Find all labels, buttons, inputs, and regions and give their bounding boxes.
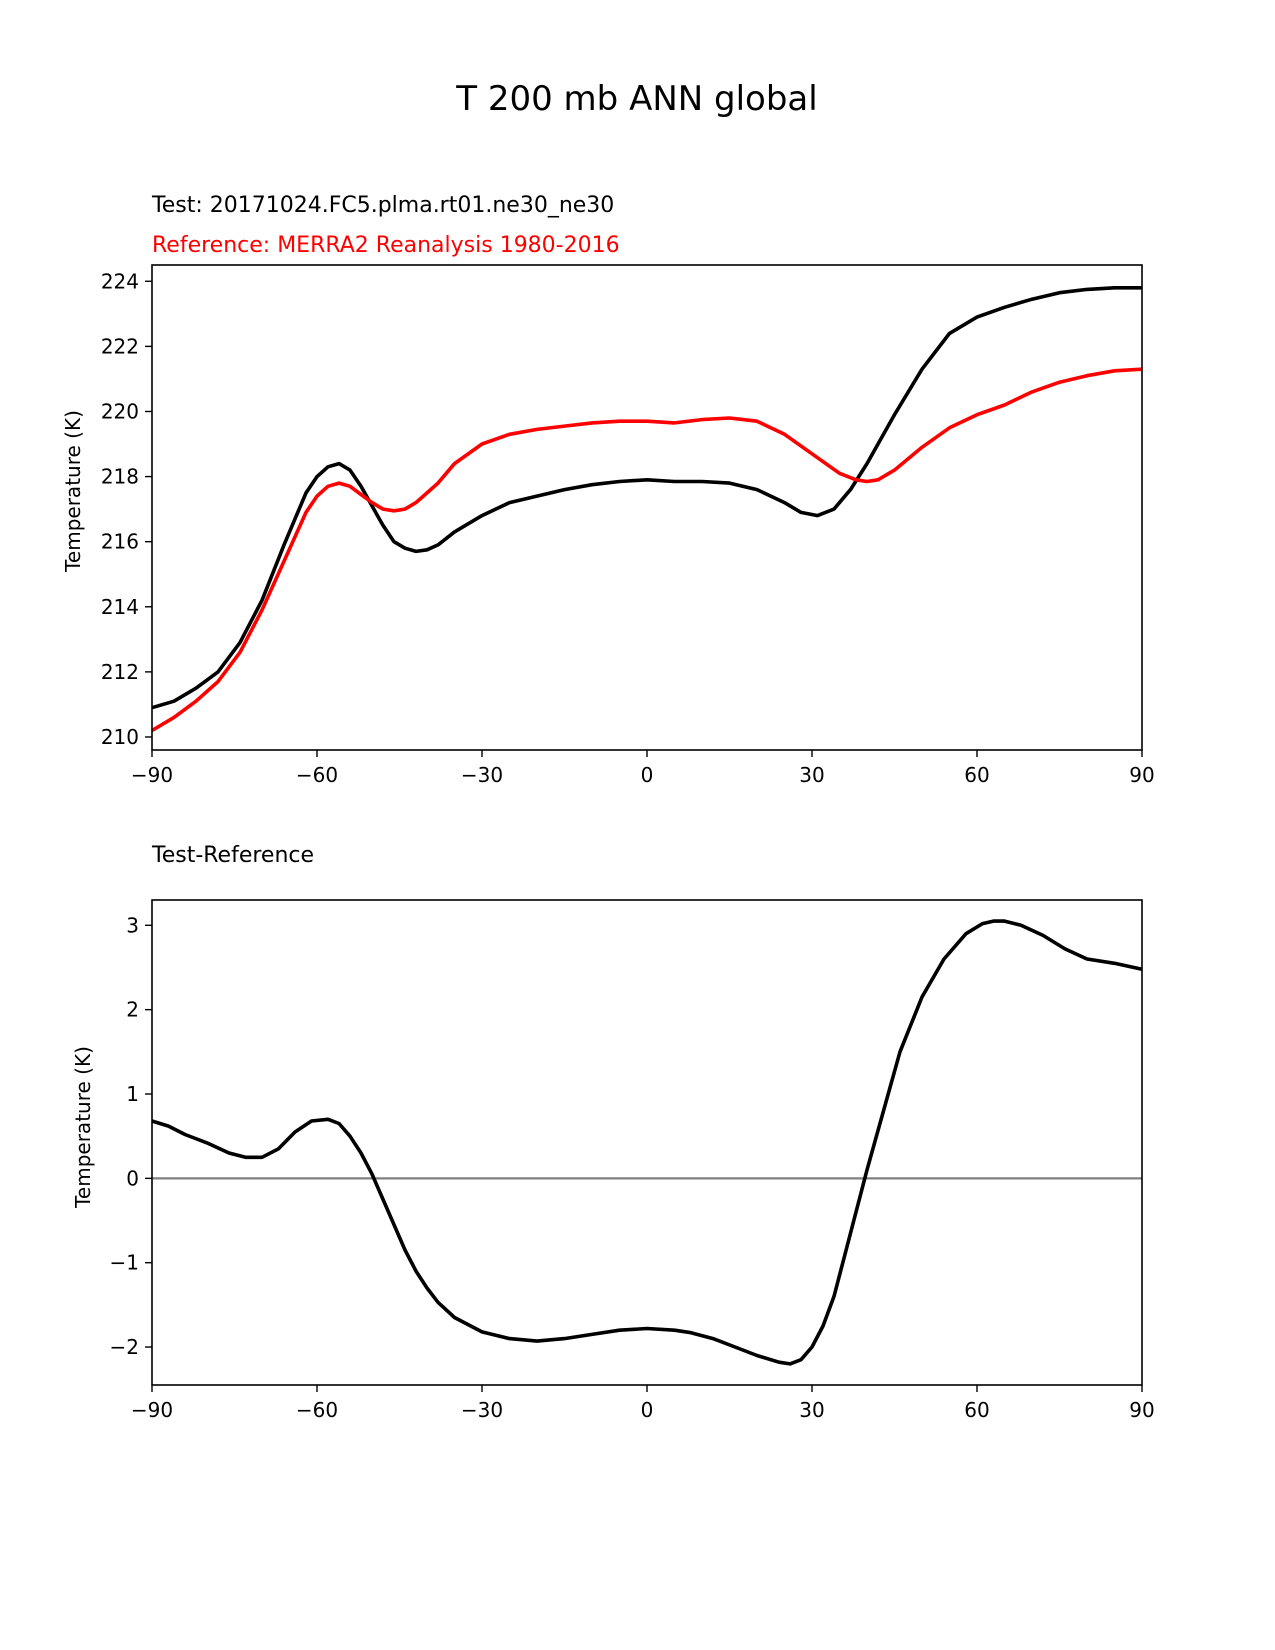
top-xtick-label: 0: [641, 763, 654, 787]
top-series-test: [151, 286, 1142, 710]
top-series-reference: [151, 367, 1143, 733]
bottom-xtick-label: 30: [799, 1398, 824, 1422]
bottom-ylabel: Temperature (K): [71, 1046, 95, 1209]
bottom-xtick-label: −90: [131, 1398, 173, 1422]
figure-suptitle: T 200 mb ANN global: [455, 79, 817, 119]
top-xtick-label: −90: [131, 763, 173, 787]
top-plot-area: −90 −60 −30 0 30 60 90 210 212 214 216 218 220 222 224: [101, 264, 1155, 787]
test-title: Test: 20171024.FC5.plma.rt01.ne30_ne30: [151, 193, 614, 218]
bottom-plot-area: −90 −60 −30 0 30 60 90 −2 −1 0 1 2 3: [110, 899, 1155, 1422]
panel-difference: Test-Reference Temperature (K) −90 −60 −30…: [71, 843, 1155, 1422]
top-ylabel: Temperature (K): [61, 410, 85, 573]
bottom-ytick-label: 1: [126, 1082, 139, 1106]
top-xtick-label: −30: [461, 763, 503, 787]
panel-test-vs-reference: Test: 20171024.FC5.plma.rt01.ne30_ne30 R…: [61, 193, 1155, 787]
bottom-xtick-label: 90: [1129, 1398, 1154, 1422]
bottom-xtick-label: 0: [641, 1398, 654, 1422]
top-xtick-label: −60: [296, 763, 338, 787]
bottom-series-test-reference: [151, 919, 1143, 1366]
top-ytick-label: 220: [101, 399, 139, 423]
bottom-xtick-label: 60: [964, 1398, 989, 1422]
reference-title: Reference: MERRA2 Reanalysis 1980-2016: [152, 233, 620, 258]
bottom-ytick-label: 3: [126, 913, 139, 937]
top-xtick-label: 30: [799, 763, 824, 787]
top-ytick-label: 224: [101, 269, 139, 293]
bottom-xtick-label: −60: [296, 1398, 338, 1422]
top-xtick-label: 90: [1129, 763, 1154, 787]
bottom-ytick-label: 2: [126, 998, 139, 1022]
top-ytick-label: 214: [101, 595, 139, 619]
top-xtick-label: 60: [964, 763, 989, 787]
top-ytick-label: 212: [101, 660, 139, 684]
top-ytick-label: 218: [101, 465, 139, 489]
difference-title: Test-Reference: [151, 843, 314, 868]
top-ytick-label: 222: [101, 334, 139, 358]
top-ytick-label: 210: [101, 725, 139, 749]
bottom-ytick-label: 0: [126, 1166, 139, 1190]
bottom-ytick-label: −1: [110, 1251, 139, 1275]
bottom-ytick-label: −2: [110, 1335, 139, 1359]
top-ytick-label: 216: [101, 530, 139, 554]
bottom-xtick-label: −30: [461, 1398, 503, 1422]
